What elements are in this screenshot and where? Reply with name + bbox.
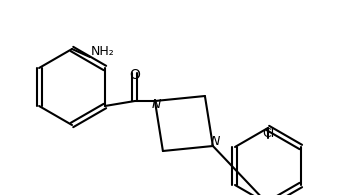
Text: O: O <box>130 68 140 82</box>
Text: N: N <box>151 98 161 111</box>
Text: NH₂: NH₂ <box>91 45 115 58</box>
Text: N: N <box>210 135 219 148</box>
Text: Cl: Cl <box>262 127 274 140</box>
